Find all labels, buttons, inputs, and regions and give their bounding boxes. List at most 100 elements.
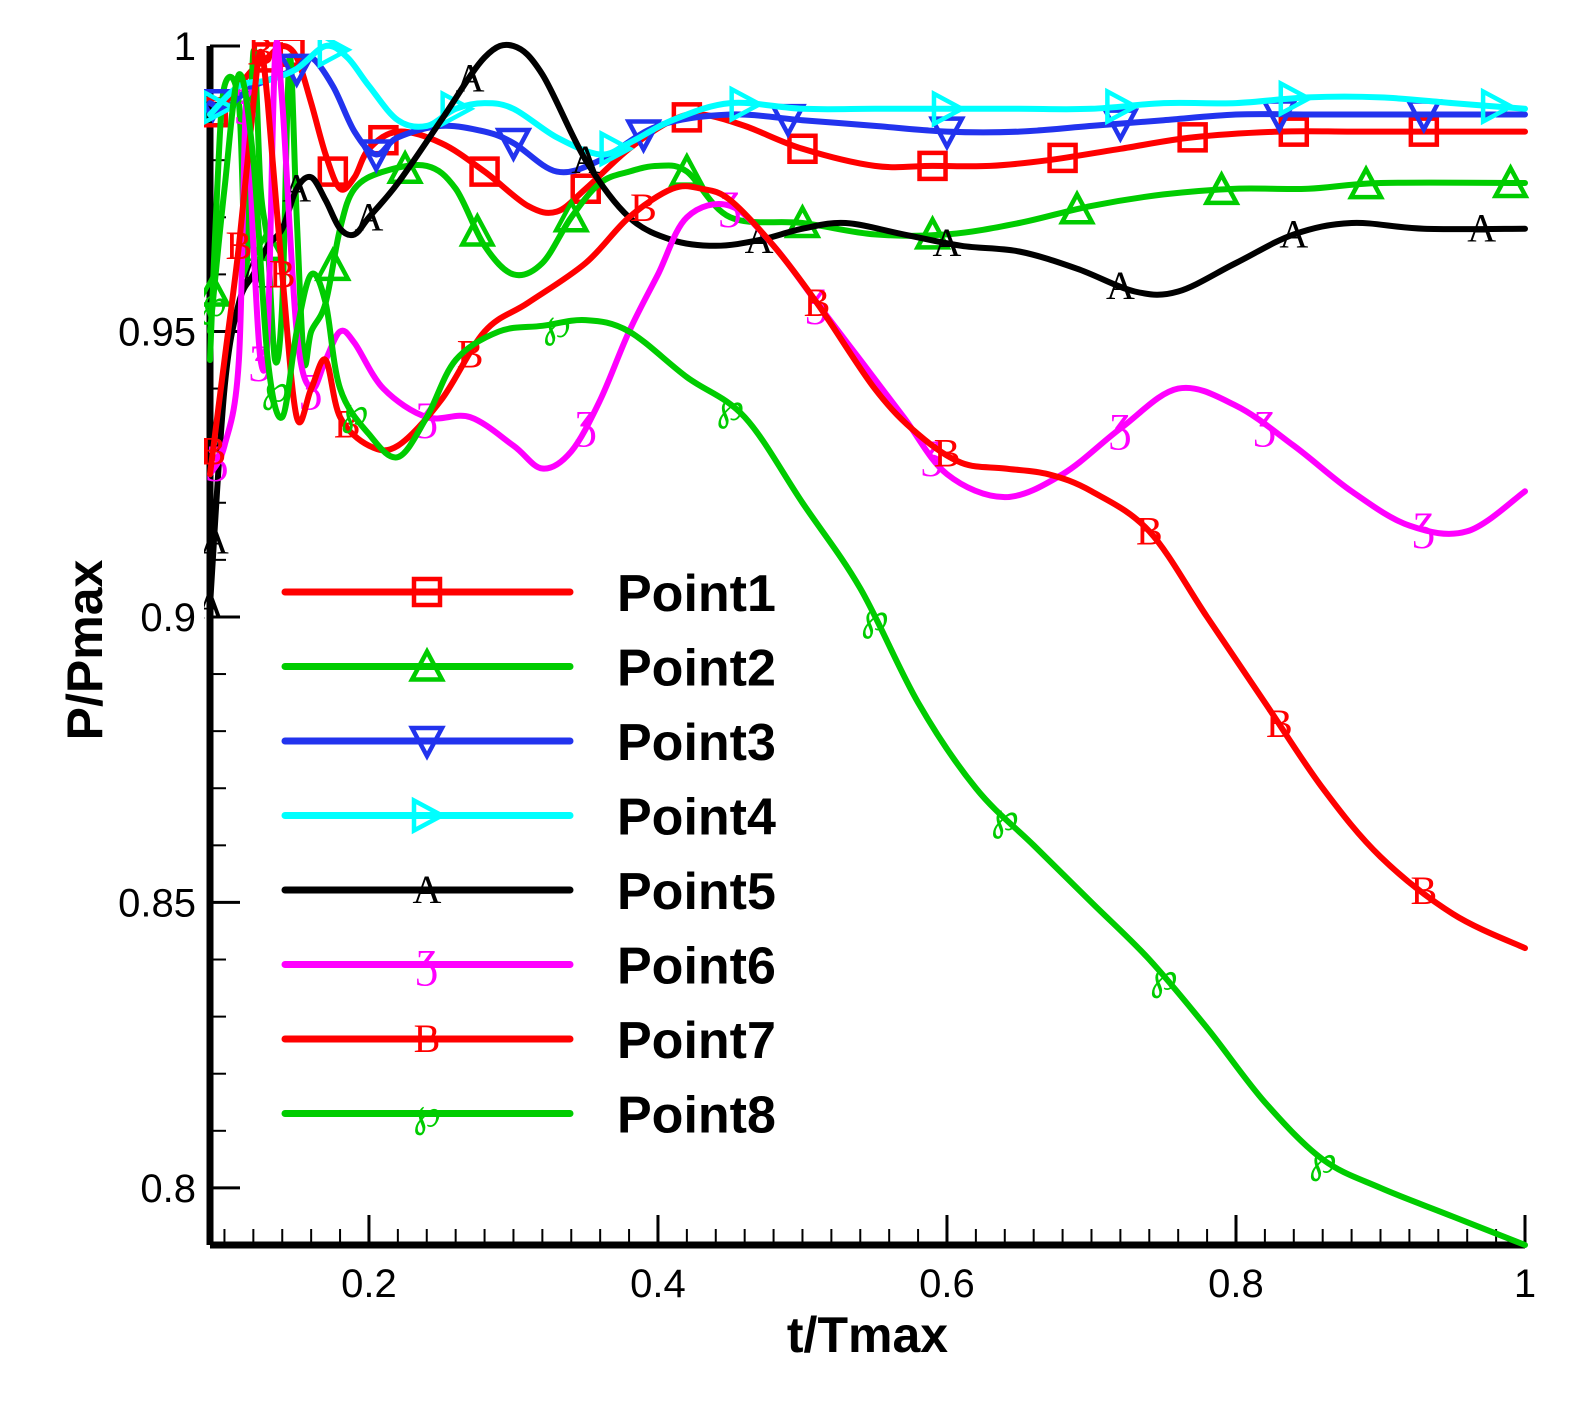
data-marker: [1278, 79, 1314, 118]
x-tick-label: 0.4: [630, 1262, 686, 1306]
data-marker: ℘: [261, 366, 289, 411]
legend-label: Point6: [617, 938, 776, 996]
data-marker: [1480, 87, 1516, 126]
data-marker: A: [1467, 206, 1496, 251]
data-marker: ℘: [1150, 954, 1178, 999]
series-line-point6: [207, 40, 1528, 537]
series-point4: [204, 40, 1528, 168]
x-tick-label: 0.8: [1208, 1262, 1264, 1306]
legend-label: Point4: [617, 789, 776, 847]
series-line-point2: [207, 47, 1528, 369]
data-marker: [1105, 87, 1141, 126]
legend-marker: Ʒ: [416, 942, 438, 987]
data-marker: [469, 156, 500, 187]
series-line-point5: [207, 41, 1528, 609]
series-line-point4: [207, 42, 1528, 158]
y-tick-label: 0.8: [140, 1167, 196, 1211]
data-marker: B: [934, 430, 961, 475]
y-tick-label: 0.95: [118, 310, 196, 354]
data-marker: [552, 197, 591, 233]
data-marker: Ʒ: [1254, 403, 1276, 448]
legend-item-point1: Point1: [281, 565, 776, 623]
legend-label: Point3: [617, 714, 776, 772]
axes: 0.2 0.4 0.6 0.8 1 0.8 0.85 0.9 0.95 1 t/Tmax P/Pmax: [57, 25, 1536, 1363]
data-marker: Ʒ: [1110, 406, 1132, 451]
data-marker: A: [196, 583, 225, 628]
data-marker: [1047, 142, 1078, 174]
data-marker: B: [226, 223, 253, 268]
y-axis-title: P/Pmax: [57, 559, 113, 740]
legend-label: Point8: [617, 1087, 776, 1145]
data-marker: ℘: [716, 384, 744, 429]
data-marker: Ʒ: [1413, 504, 1435, 549]
y-tick-label: 1: [174, 25, 196, 69]
legend-item-point2: Point2: [281, 640, 776, 698]
series-line-point7: [207, 48, 1528, 952]
data-marker: [458, 211, 497, 247]
x-tick-label: 0.6: [919, 1262, 975, 1306]
data-marker: [317, 156, 349, 187]
data-marker: A: [1279, 211, 1308, 256]
legend-label: Point1: [617, 565, 776, 623]
data-marker: [1278, 116, 1310, 147]
data-marker: A: [933, 220, 962, 265]
data-marker: ℘: [199, 280, 227, 325]
legend-item-point4: Point4: [281, 789, 776, 847]
data-marker: A: [1106, 263, 1135, 308]
data-marker: [599, 130, 635, 168]
data-marker: [1491, 163, 1530, 199]
x-tick-label: 0.2: [341, 1262, 397, 1306]
data-marker: ℘: [341, 388, 369, 433]
legend-item-point5: A Point5: [281, 863, 776, 921]
data-marker: A: [456, 55, 485, 100]
y-tick-label: 0.85: [118, 881, 196, 925]
legend-label: Point5: [617, 863, 776, 921]
x-tick-label: 1: [1514, 1262, 1536, 1306]
data-marker: [357, 139, 395, 175]
legend-item-point7: B Point7: [281, 1012, 776, 1070]
data-marker: ℘: [1309, 1136, 1337, 1181]
legend-item-point3: Point3: [281, 714, 776, 772]
data-marker: B: [804, 280, 831, 325]
legend-marker: [411, 796, 447, 835]
data-marker: B: [1411, 868, 1438, 913]
series-line-point8: [207, 71, 1528, 1248]
x-axis-title: t/Tmax: [787, 1307, 948, 1363]
data-marker: [1202, 170, 1241, 206]
data-marker: ℘: [991, 794, 1019, 839]
data-marker: B: [269, 251, 296, 296]
legend-item-point8: ℘ Point8: [281, 1087, 776, 1145]
data-marker: [317, 40, 353, 69]
data-marker: [204, 89, 237, 126]
data-marker: ℘: [543, 301, 571, 346]
data-marker: A: [200, 517, 229, 562]
data-marker: [1408, 116, 1440, 147]
data-marker: ℘: [861, 594, 889, 639]
legend-marker: B: [414, 1016, 441, 1061]
data-marker: B: [630, 185, 657, 230]
data-marker: Ʒ: [575, 403, 597, 448]
data-marker: [913, 214, 952, 250]
data-marker: [931, 90, 967, 128]
data-marker: [783, 203, 822, 239]
series-point8: ℘ ℘ ℘ ℘ ℘ ℘ ℘ ℘ ℘: [199, 71, 1528, 1248]
data-marker: [624, 119, 663, 155]
data-marker: [1347, 164, 1385, 200]
legend-label: Point7: [617, 1012, 776, 1070]
legend-marker: [408, 725, 446, 761]
data-marker: [1058, 189, 1096, 225]
legend-marker: A: [413, 867, 442, 912]
data-marker: [917, 150, 948, 182]
data-marker: A: [355, 194, 384, 239]
data-marker: B: [247, 29, 274, 74]
legend-marker: [411, 576, 443, 608]
legend-label: Point2: [617, 640, 776, 698]
data-marker: B: [200, 428, 227, 473]
y-tick-label: 0.9: [140, 596, 196, 640]
data-marker: [314, 246, 352, 282]
data-marker: B: [1136, 508, 1163, 553]
